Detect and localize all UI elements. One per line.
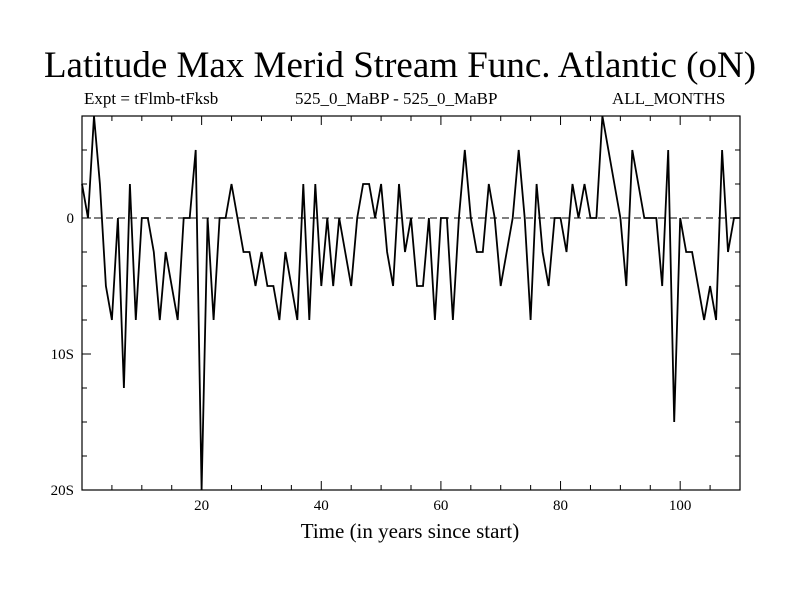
subtitle-months: ALL_MONTHS: [612, 89, 726, 108]
subtitle-experiment: Expt = tFlmb-tFksb: [84, 89, 219, 108]
x-tick-label: 100: [669, 498, 692, 514]
series-line: [81, 115, 740, 491]
x-tick-label: 20: [194, 498, 209, 514]
x-tick-label: 40: [314, 498, 329, 514]
x-axis-label: Time (in years since start): [300, 519, 520, 543]
x-tick-label: 60: [433, 498, 448, 514]
x-tick-label: 80: [553, 498, 568, 514]
subtitle-period: 525_0_MaBP - 525_0_MaBP: [295, 89, 498, 108]
plot-frame: [81, 115, 741, 491]
chart-title: Latitude Max Merid Stream Func. Atlantic…: [43, 45, 757, 86]
y-tick-label: 10S: [51, 347, 74, 363]
y-tick-label: 0: [67, 211, 75, 227]
y-tick-label: 20S: [51, 483, 74, 499]
